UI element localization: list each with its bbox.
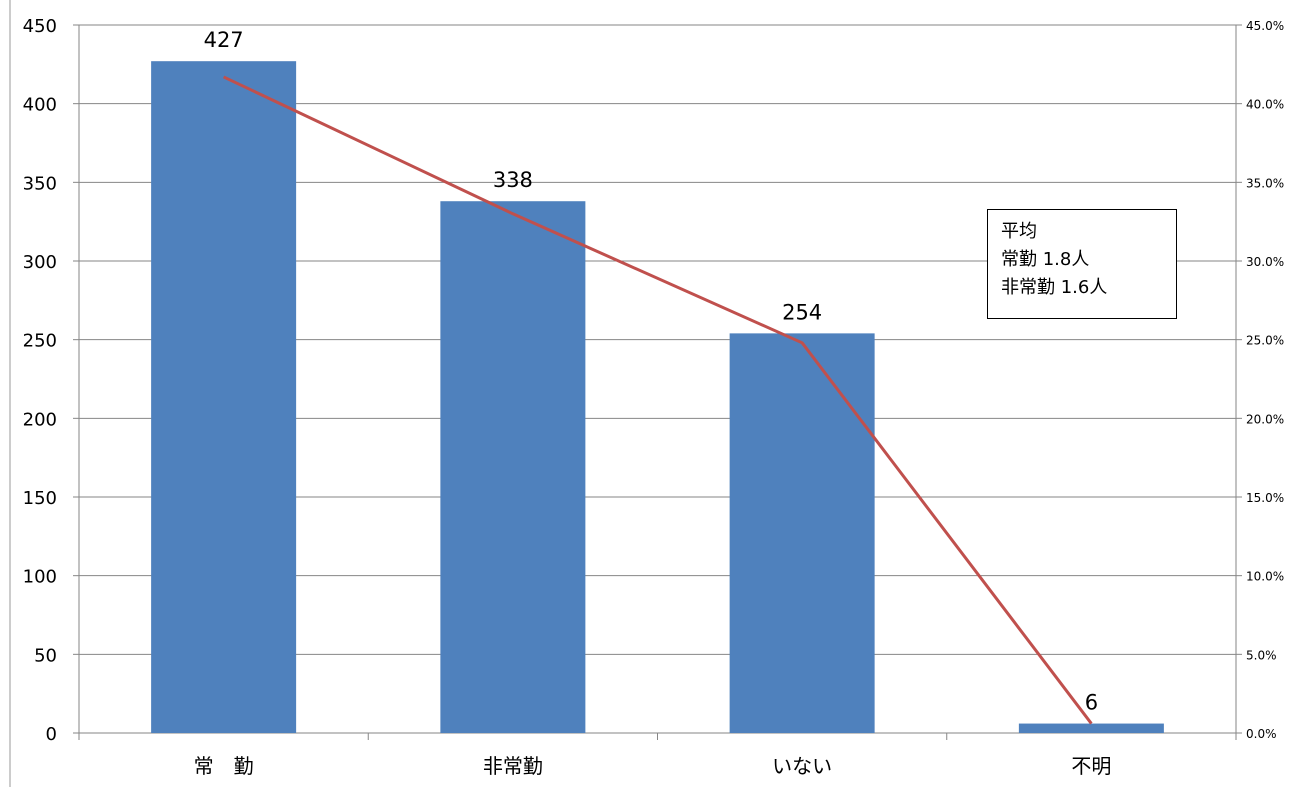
bar <box>151 61 297 734</box>
bar-data-label: 6 <box>1085 691 1098 715</box>
y2-tick-label: 5.0% <box>1246 648 1277 662</box>
y2-tick-label: 20.0% <box>1246 412 1284 426</box>
note-title: 平均 <box>1001 221 1037 242</box>
x-category-label: 常 勤 <box>194 754 254 778</box>
average-note-box: 平均 常勤 1.8人 非常勤 1.6人 <box>987 209 1177 319</box>
y2-tick-label: 30.0% <box>1246 255 1284 269</box>
y-tick-label: 400 <box>23 95 57 116</box>
y-tick-label: 350 <box>23 173 57 194</box>
bar <box>1018 723 1164 733</box>
y-tick-label: 200 <box>23 409 57 430</box>
y-tick-label: 450 <box>23 16 57 37</box>
y2-tick-label: 0.0% <box>1246 727 1277 741</box>
x-category-label: 非常勤 <box>483 754 543 778</box>
x-category-label: 不明 <box>1071 754 1111 778</box>
ratio-line <box>222 75 1093 725</box>
bar-data-label: 427 <box>204 28 244 52</box>
bar-data-label: 338 <box>493 168 533 192</box>
y-tick-label: 150 <box>23 488 57 509</box>
bar-data-label: 254 <box>782 300 822 324</box>
y-tick-label: 100 <box>23 567 57 588</box>
y2-tick-label: 40.0% <box>1246 98 1284 112</box>
y2-tick-label: 10.0% <box>1246 570 1284 584</box>
y-tick-label: 50 <box>34 645 57 666</box>
y-tick-label: 300 <box>23 252 57 273</box>
y2-tick-label: 45.0% <box>1246 19 1284 33</box>
y2-tick-label: 35.0% <box>1246 176 1284 190</box>
note-parttime-average: 非常勤 1.6人 <box>1001 277 1108 298</box>
y2-tick-label: 25.0% <box>1246 334 1284 348</box>
y2-tick-label: 15.0% <box>1246 491 1284 505</box>
x-category-label: いない <box>772 754 832 778</box>
bar <box>729 333 875 733</box>
note-fulltime-average: 常勤 1.8人 <box>1001 249 1090 270</box>
y-tick-label: 0 <box>46 724 57 745</box>
y-tick-label: 250 <box>23 331 57 352</box>
bar <box>440 201 586 734</box>
